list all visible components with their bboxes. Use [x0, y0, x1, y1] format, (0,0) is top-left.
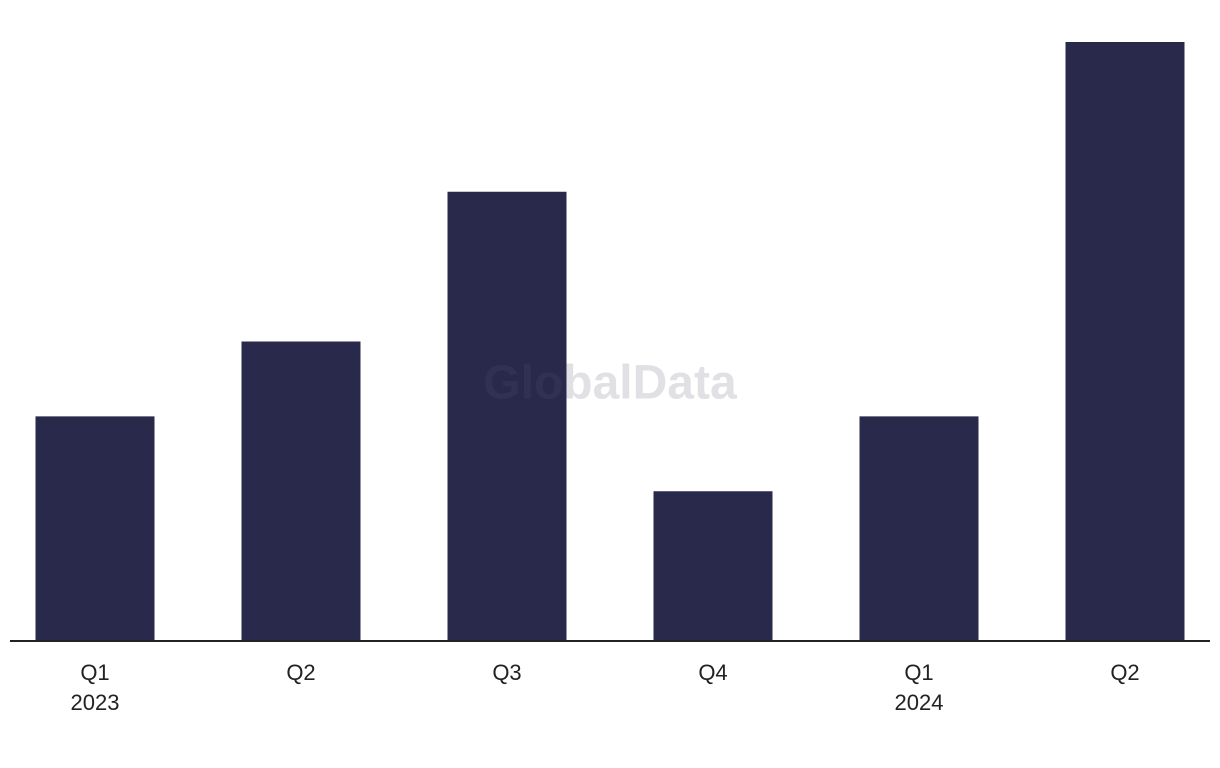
- x-group-label: 2023: [71, 690, 120, 715]
- watermark: GlobalData: [483, 357, 737, 410]
- bar: [859, 416, 979, 641]
- x-tick-label: Q2: [286, 660, 315, 685]
- x-group-label: 2024: [895, 690, 944, 715]
- x-tick-label: Q1: [904, 660, 933, 685]
- x-tick-label: Q2: [1110, 660, 1139, 685]
- bar: [241, 341, 361, 641]
- x-tick-label: Q3: [492, 660, 521, 685]
- bar: [447, 191, 567, 641]
- x-tick-label: Q1: [80, 660, 109, 685]
- bar: [35, 416, 155, 641]
- x-tick-label: Q4: [698, 660, 727, 685]
- bar: [653, 491, 773, 641]
- bar: [1065, 42, 1185, 641]
